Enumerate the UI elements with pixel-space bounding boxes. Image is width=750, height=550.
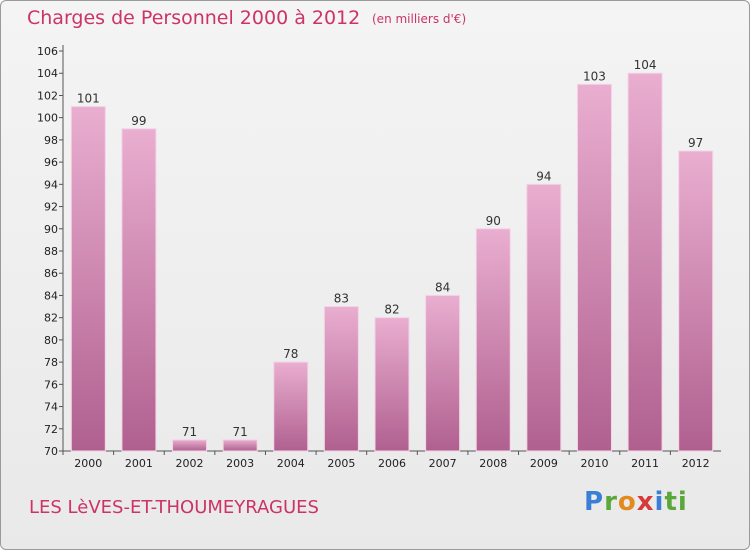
logo-letter: i: [654, 487, 665, 517]
x-tick-label: 2009: [530, 457, 558, 470]
chart-title: Charges de Personnel 2000 à 2012: [27, 7, 361, 29]
data-label-2000: 101: [77, 92, 100, 106]
y-tick-label: 72: [44, 423, 58, 436]
bar-2003: [222, 439, 258, 452]
bar-2008: [475, 228, 511, 452]
data-label-2008: 90: [486, 214, 501, 228]
x-tick-label: 2008: [479, 457, 507, 470]
bars: [70, 72, 714, 452]
logo-letter: r: [604, 487, 618, 517]
data-label-2007: 84: [435, 280, 450, 294]
x-tick-label: 2011: [631, 457, 659, 470]
x-tick-label: 2001: [125, 457, 153, 470]
chart-subtitle: (en milliers d'€): [372, 12, 467, 26]
data-labels: 101 99 71 71 78 83 82 84 90 94 103 104 97: [77, 58, 703, 439]
logo-letter: ti: [664, 487, 688, 517]
y-tick-label: 80: [44, 334, 58, 347]
bar-2000: [70, 106, 106, 452]
y-tick-label: 98: [44, 134, 58, 147]
logo-letter: o: [617, 487, 637, 517]
data-label-2004: 78: [283, 347, 298, 361]
data-label-2006: 82: [384, 303, 399, 317]
x-tick-label: 2002: [176, 457, 204, 470]
y-tick-label: 88: [44, 245, 58, 258]
y-tick-label: 104: [37, 67, 58, 80]
x-tick-label: 2005: [327, 457, 355, 470]
commune-name: LES LèVES-ET-THOUMEYRAGUES: [29, 497, 319, 518]
y-tick-label: 102: [37, 89, 58, 102]
y-tick-label: 76: [44, 378, 58, 391]
y-tick-label: 74: [44, 401, 58, 414]
bar-2010: [576, 83, 612, 452]
x-tick-label: 2012: [682, 457, 710, 470]
y-tick-label: 84: [44, 289, 58, 302]
y-tick-label: 90: [44, 223, 58, 236]
bar-2001: [121, 128, 157, 452]
y-tick-label: 94: [44, 178, 58, 191]
data-label-2002: 71: [182, 425, 197, 439]
logo-letter: x: [636, 487, 655, 517]
y-tick-label: 96: [44, 156, 58, 169]
bar-2007: [425, 294, 461, 452]
bar-2009: [526, 183, 562, 452]
x-tick-label: 2006: [378, 457, 406, 470]
data-label-2010: 103: [583, 69, 606, 83]
y-tick-label: 100: [37, 112, 58, 125]
bar-2006: [374, 317, 410, 452]
bar-2012: [678, 150, 714, 452]
x-tick-label: 2000: [74, 457, 102, 470]
x-tick-label: 2010: [580, 457, 608, 470]
data-label-2003: 71: [233, 425, 248, 439]
bar-2002: [172, 439, 208, 452]
y-tick-label: 86: [44, 267, 58, 280]
x-tick-label: 2003: [226, 457, 254, 470]
data-label-2005: 83: [334, 292, 349, 306]
data-label-2012: 97: [688, 136, 703, 150]
x-tick-label: 2004: [277, 457, 305, 470]
data-label-2011: 104: [634, 58, 657, 72]
y-tick-label: 78: [44, 356, 58, 369]
y-tick-label: 106: [37, 45, 58, 58]
data-label-2001: 99: [131, 114, 146, 128]
y-tick-label: 70: [44, 445, 58, 458]
x-tick-label: 2007: [429, 457, 457, 470]
logo-letter: P: [584, 487, 605, 517]
proxiti-logo[interactable]: Proxiti: [584, 487, 688, 517]
y-tick-label: 82: [44, 312, 58, 325]
bar-2011: [627, 72, 663, 452]
bar-2005: [323, 306, 359, 452]
bar-2004: [273, 361, 309, 452]
data-label-2009: 94: [536, 169, 551, 183]
y-tick-label: 92: [44, 201, 58, 214]
